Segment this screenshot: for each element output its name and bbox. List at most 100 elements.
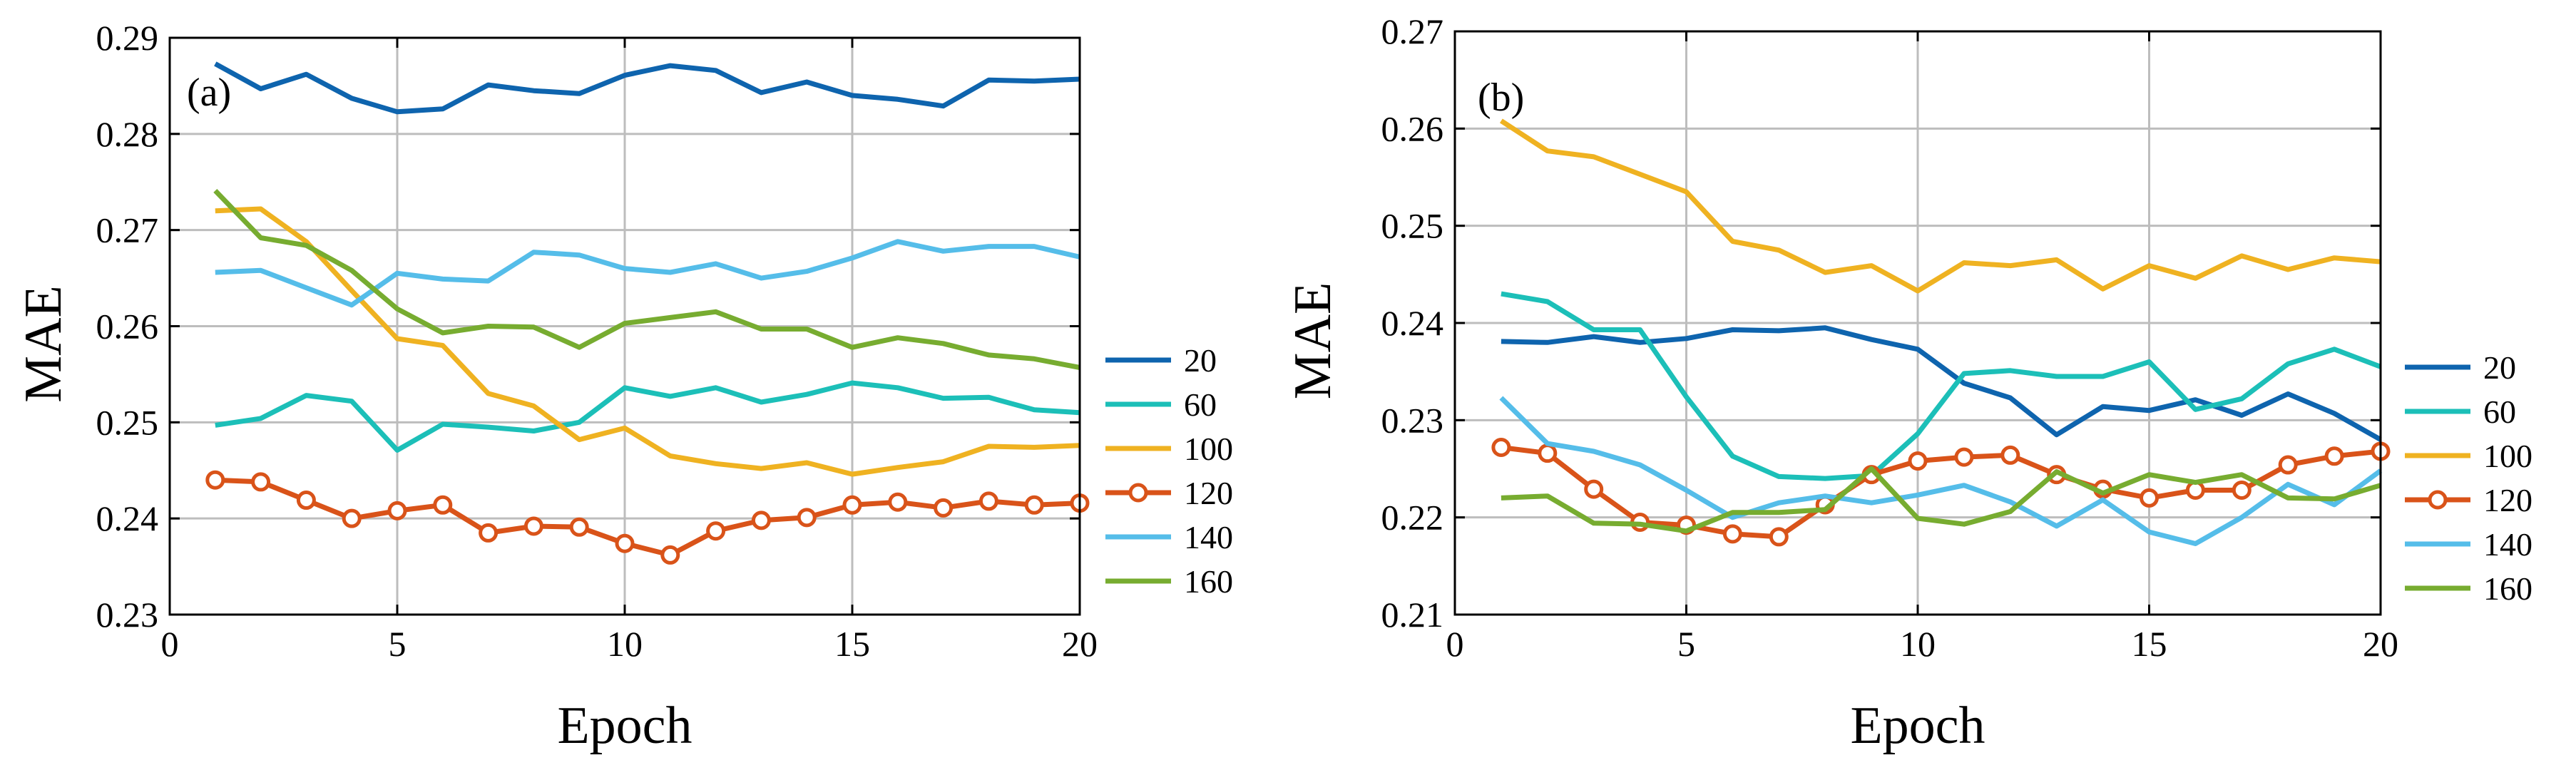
series-140 — [1499, 396, 2383, 546]
x-tick-label: 15 — [834, 624, 870, 664]
data-point — [1538, 443, 1558, 463]
panel-label: (a) — [187, 71, 231, 115]
data-point — [1491, 438, 1511, 458]
x-tick-label: 20 — [1062, 624, 1098, 664]
legend-label: 120 — [1184, 475, 1233, 511]
data-point — [2140, 488, 2159, 508]
y-tick-label: 0.27 — [96, 210, 159, 250]
x-tick-label: 10 — [1900, 624, 1936, 664]
data-point — [842, 495, 862, 515]
y-tick-label: 0.25 — [1381, 206, 1444, 246]
y-tick-label: 0.22 — [1381, 498, 1444, 538]
data-point — [2000, 445, 2020, 465]
legend-label: 60 — [2483, 394, 2516, 430]
data-point — [978, 491, 998, 511]
data-point — [2324, 446, 2344, 466]
legend-item-20: 20 — [2405, 349, 2516, 386]
data-point — [569, 517, 589, 537]
data-point — [1908, 451, 1928, 471]
legend-item-60: 60 — [2405, 394, 2516, 430]
legend-item-160: 160 — [1105, 563, 1233, 600]
data-point — [342, 508, 362, 528]
y-tick-label: 0.26 — [1381, 108, 1444, 148]
series-line-140 — [215, 239, 1080, 308]
data-point — [660, 545, 680, 565]
y-axis-label: MAE — [1284, 282, 1342, 399]
series-line-140 — [1499, 396, 2383, 546]
panel-label: (b) — [1478, 76, 1524, 120]
data-point — [479, 523, 499, 543]
legend-marker — [2428, 490, 2448, 510]
x-tick-label: 20 — [2363, 624, 2398, 664]
legend-item-60: 60 — [1105, 386, 1217, 423]
legend-label: 120 — [2483, 482, 2532, 518]
y-tick-label: 0.26 — [96, 307, 159, 347]
y-tick-label: 0.24 — [96, 498, 159, 538]
data-point — [2278, 455, 2298, 475]
legend-item-20: 20 — [1105, 342, 1217, 379]
x-tick-label: 10 — [607, 624, 643, 664]
data-point — [205, 470, 225, 490]
data-point — [2232, 480, 2252, 500]
x-axis-label: Epoch — [1850, 697, 1985, 755]
legend-label: 20 — [1184, 342, 1217, 379]
series-160 — [213, 188, 1080, 370]
gridlines — [168, 36, 1081, 616]
x-tick-label: 0 — [1446, 624, 1464, 664]
series-line-160 — [213, 188, 1080, 370]
data-point — [296, 491, 316, 510]
data-point — [1024, 495, 1044, 515]
y-axis-label: MAE — [14, 285, 73, 402]
y-tick-label: 0.27 — [1381, 11, 1444, 51]
ticks: 0 5 10 15 20 0.21 0.22 0.23 0.24 0.25 0.26 0.27 — [1381, 11, 2399, 664]
data-point — [1584, 479, 1604, 499]
legend-item-160: 160 — [2405, 570, 2532, 607]
x-tick-label: 15 — [2132, 624, 2167, 664]
series-line-20 — [214, 61, 1080, 115]
series-120 — [205, 470, 1090, 565]
chart-panel-1: 0 5 10 15 20 0.23 0.24 0.25 0.26 0.27 0.28 0.29 Epoc… — [14, 18, 1233, 755]
plot-area — [205, 61, 1090, 565]
series-60 — [1501, 291, 2382, 481]
plot-area — [1491, 118, 2391, 547]
series-line-160 — [1501, 466, 2381, 534]
data-point — [387, 501, 407, 520]
legend-item-140: 140 — [2405, 526, 2532, 563]
series-160 — [1501, 466, 2381, 534]
chart-panel-2: 0 5 10 15 20 0.21 0.22 0.23 0.24 0.25 0.26 0.27 Epoc… — [1284, 11, 2532, 755]
data-point — [251, 472, 271, 492]
y-tick-label: 0.21 — [1381, 595, 1444, 635]
legend-marker — [1128, 483, 1148, 503]
legend-label: 140 — [2483, 526, 2532, 563]
legend: 20 60 100 120 140 160 — [2405, 349, 2532, 607]
x-axis-label: Epoch — [557, 697, 692, 755]
legend-label: 100 — [2483, 438, 2532, 474]
data-point — [706, 521, 726, 541]
data-point — [615, 533, 635, 553]
x-tick-label: 5 — [389, 624, 407, 664]
data-point — [888, 492, 908, 512]
data-point — [934, 498, 954, 518]
legend: 20 60 100 120 140 160 — [1105, 342, 1233, 600]
ticks: 0 5 10 15 20 0.23 0.24 0.25 0.26 0.27 0.28 0.29 — [96, 18, 1098, 664]
legend-item-100: 100 — [1105, 431, 1233, 467]
y-tick-label: 0.28 — [96, 114, 159, 154]
data-point — [751, 510, 771, 530]
data-point — [433, 495, 453, 515]
legend-item-120: 120 — [1105, 475, 1233, 511]
legend-label: 60 — [1184, 386, 1217, 423]
series-line-60 — [215, 380, 1080, 453]
legend-label: 20 — [2483, 349, 2516, 386]
y-tick-label: 0.23 — [1381, 400, 1444, 440]
series-100 — [1499, 118, 2381, 294]
data-point — [1722, 524, 1742, 544]
x-tick-label: 5 — [1677, 624, 1695, 664]
series-60 — [215, 380, 1080, 453]
data-point — [1769, 527, 1789, 547]
x-tick-label: 0 — [161, 624, 179, 664]
legend-item-140: 140 — [1105, 519, 1233, 555]
legend-item-100: 100 — [2405, 438, 2532, 474]
series-line-60 — [1501, 291, 2382, 481]
legend-label: 160 — [2483, 570, 2532, 607]
